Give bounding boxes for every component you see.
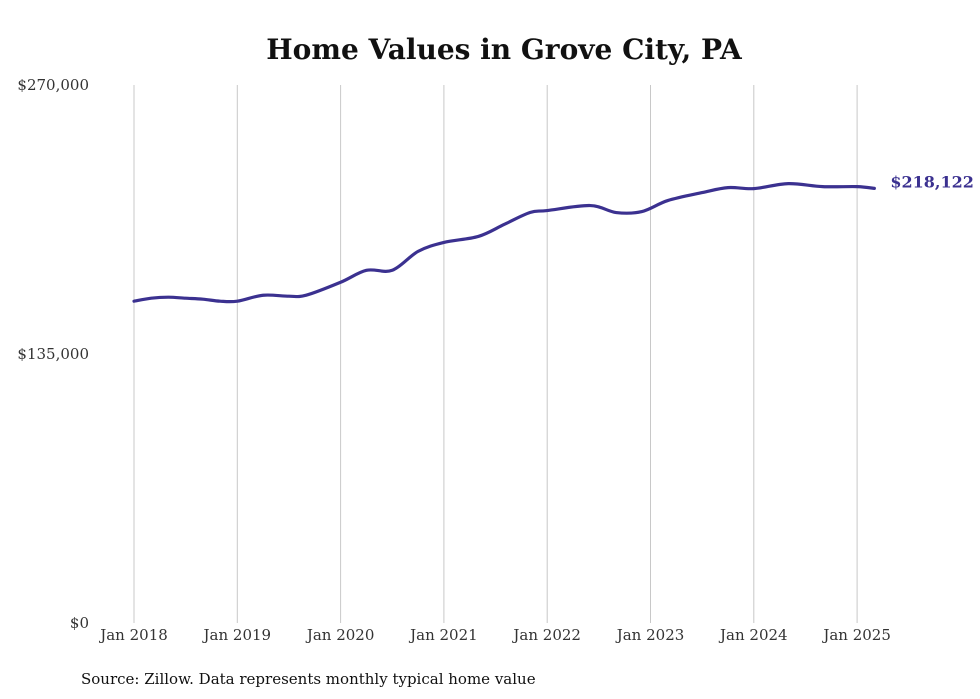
source-note: Source: Zillow. Data represents monthly … xyxy=(81,670,536,688)
x-tick-label: Jan 2018 xyxy=(98,626,168,644)
gridlines xyxy=(133,85,858,623)
x-tick-label: Jan 2023 xyxy=(615,626,685,644)
y-axis-ticks: $270,000 $135,000 $0 xyxy=(17,76,89,632)
x-axis-ticks: Jan 2018 Jan 2019 Jan 2020 Jan 2021 Jan 2022… xyxy=(98,626,891,644)
x-tick-label: Jan 2021 xyxy=(408,626,478,644)
x-tick-label: Jan 2019 xyxy=(202,626,272,644)
y-tick-label: $135,000 xyxy=(17,345,89,363)
x-tick-label: Jan 2024 xyxy=(718,626,788,644)
end-value-label: $218,122 xyxy=(890,172,974,191)
x-tick-label: Jan 2022 xyxy=(511,626,581,644)
series-layer xyxy=(132,182,876,304)
y-tick-label: $0 xyxy=(70,614,89,632)
x-tick-label: Jan 2020 xyxy=(305,626,375,644)
x-tick-label: Jan 2025 xyxy=(821,626,891,644)
series-line-0 xyxy=(132,182,876,304)
chart-title: Home Values in Grove City, PA xyxy=(266,33,743,66)
y-tick-label: $270,000 xyxy=(17,76,89,94)
